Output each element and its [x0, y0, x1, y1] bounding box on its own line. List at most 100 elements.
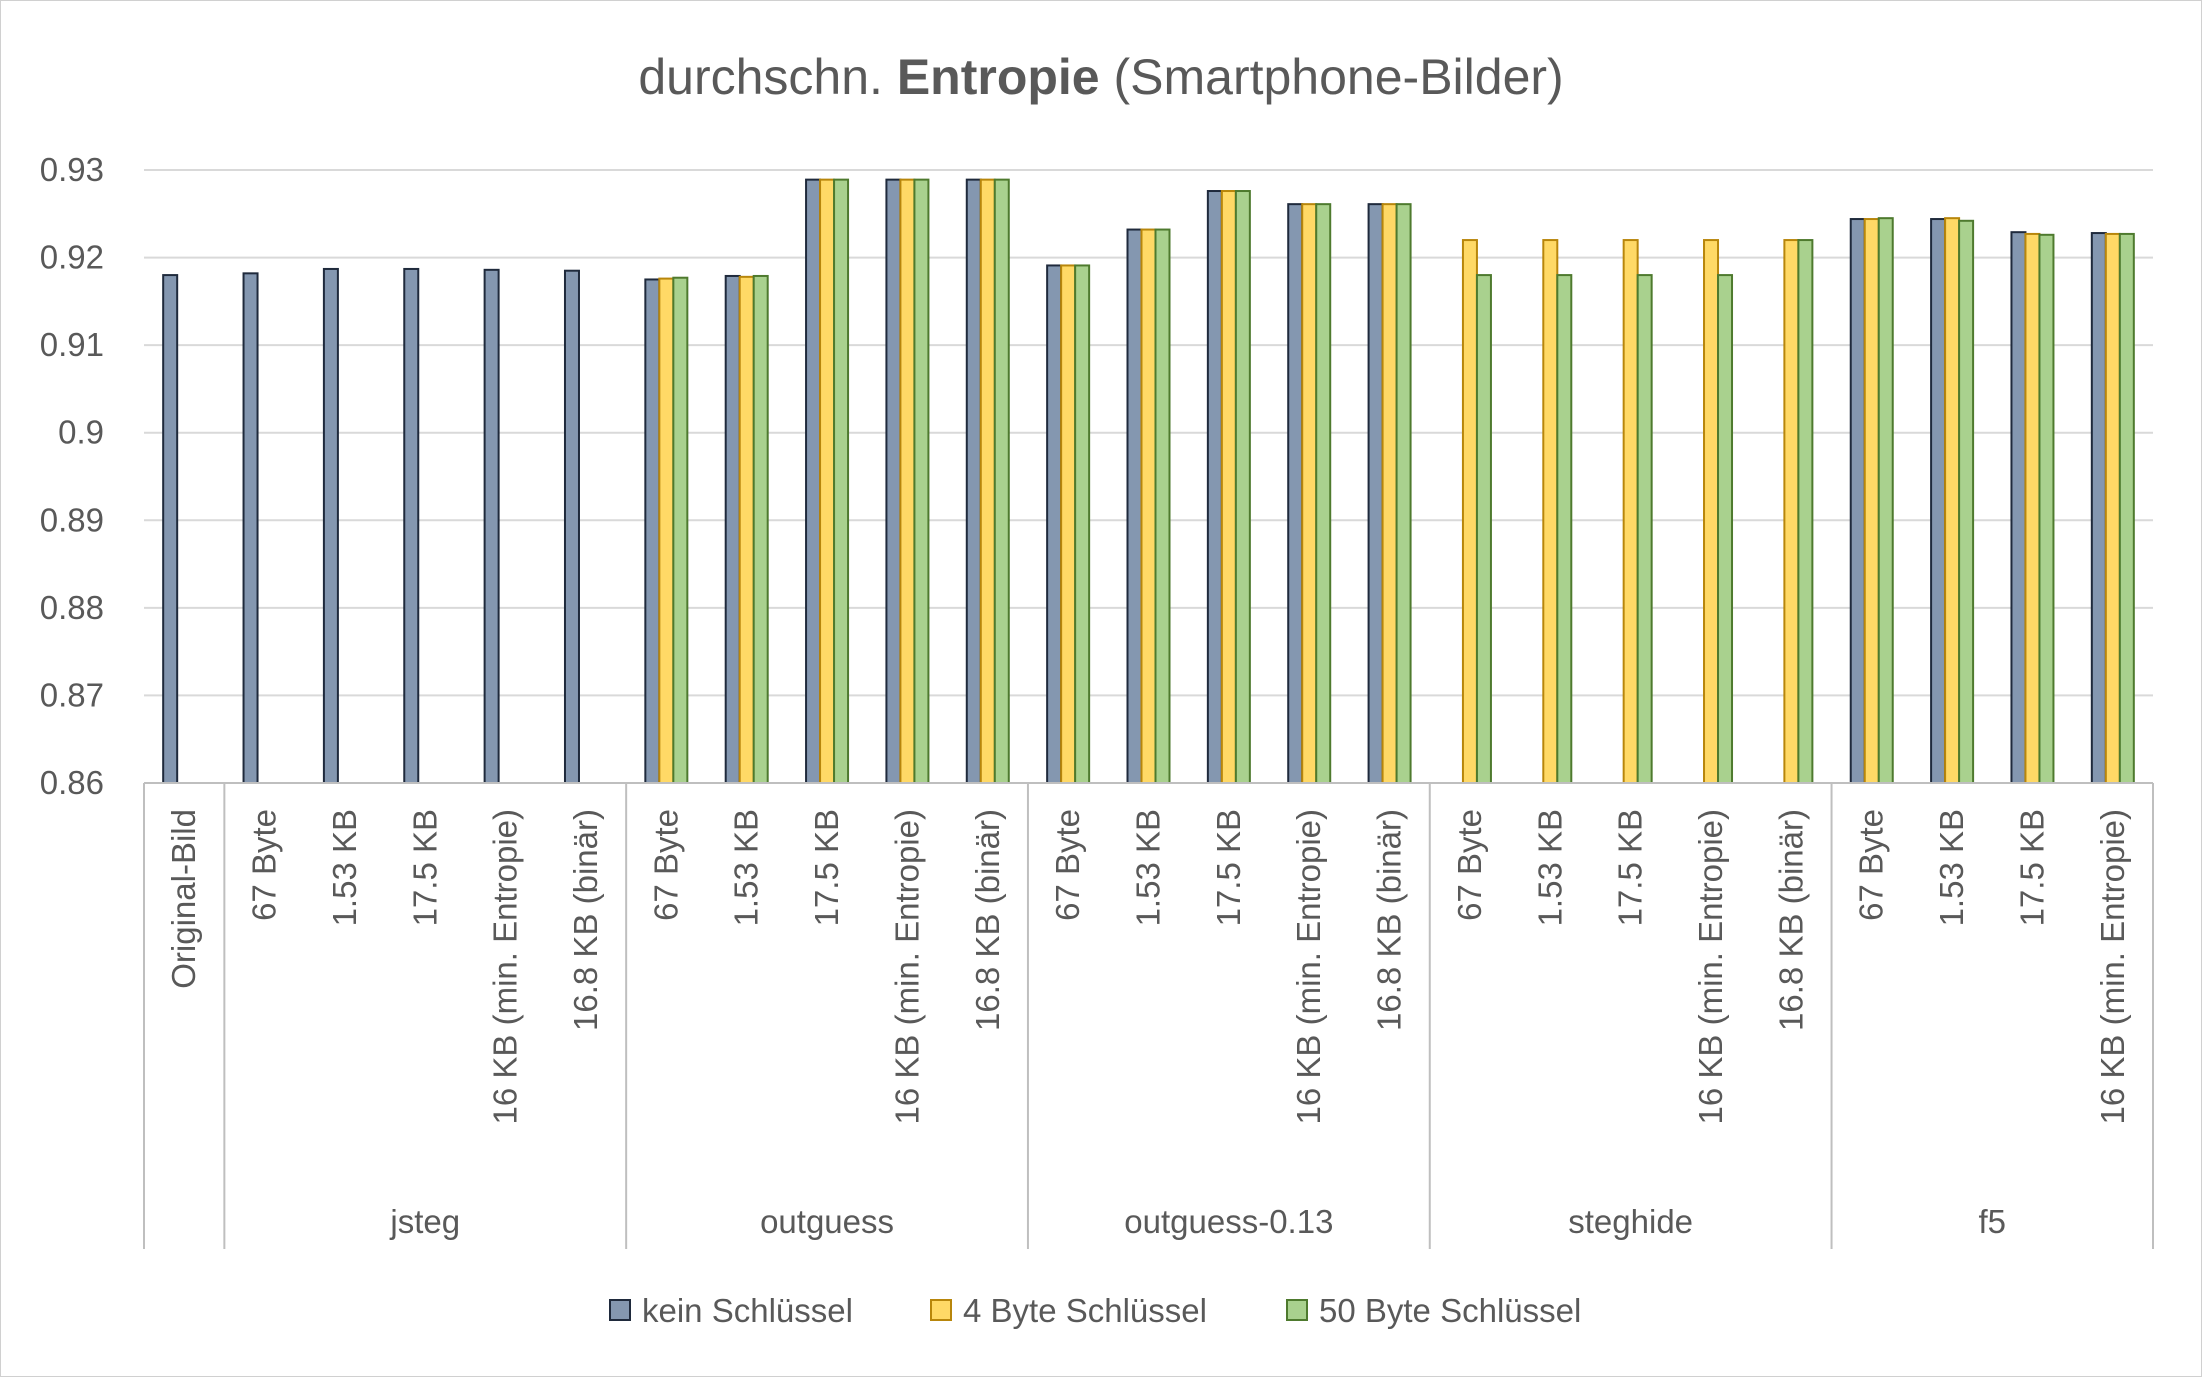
bar-jsteg-16-kb-min-entropie-kein-schl-ssel: [483, 268, 500, 784]
bar-steghide-16-8-kb-bin-r-4-byte-schl-ssel: [1783, 239, 1800, 785]
bar-f5-67-byte-4-byte-schl-ssel: [1863, 218, 1880, 785]
bar-f5-1-53-kb-50-byte-schl-ssel: [1958, 219, 1975, 784]
group-label-jsteg: jsteg: [389, 1203, 460, 1240]
bar-steghide-16-kb-min-entropie-4-byte-schl-ssel: [1703, 239, 1720, 785]
bar-outguess-67-byte-kein-schl-ssel: [644, 278, 661, 784]
bar-f5-17-5-kb-50-byte-schl-ssel: [2038, 233, 2055, 784]
category-label: 16 KB (min. Entropie): [2094, 809, 2131, 1124]
y-axis-ticks: 0.86 0.87 0.88 0.89 0.9 0.91 0.92 0.93: [40, 151, 104, 801]
bar-steghide-1-53-kb-50-byte-schl-ssel: [1556, 274, 1573, 784]
bar-outguess-0-13-1-53-kb-4-byte-schl-ssel: [1140, 228, 1157, 784]
category-label: 16 KB (min. Entropie): [1692, 809, 1729, 1124]
bar-jsteg-16-8-kb-bin-r-kein-schl-ssel: [563, 269, 580, 784]
category-label: 17.5 KB: [406, 809, 443, 926]
bar-outguess-16-kb-min-entropie-kein-schl-ssel: [885, 178, 902, 784]
bar-outguess-16-kb-min-entropie-4-byte-schl-ssel: [899, 178, 916, 784]
bar-steghide-16-8-kb-bin-r-50-byte-schl-ssel: [1797, 239, 1814, 785]
category-label: 16 KB (min. Entropie): [487, 809, 524, 1124]
category-label: 16.8 KB (binär): [567, 809, 604, 1031]
bar-steghide-17-5-kb-50-byte-schl-ssel: [1636, 274, 1653, 784]
bar-outguess-0-13-16-8-kb-bin-r-50-byte-schl-ssel: [1395, 203, 1412, 785]
bar-outguess-0-13-17-5-kb-4-byte-schl-ssel: [1220, 190, 1237, 784]
bar-steghide-67-byte-50-byte-schl-ssel: [1475, 274, 1492, 784]
chart-title-suffix: (Smartphone-Bilder): [1100, 49, 1564, 105]
bar-outguess-1-53-kb-4-byte-schl-ssel: [738, 275, 755, 784]
bar-outguess-0-13-16-8-kb-bin-r-4-byte-schl-ssel: [1381, 203, 1398, 785]
bar-outguess-0-13-16-kb-min-entropie-4-byte-schl-ssel: [1301, 203, 1318, 785]
category-label: 17.5 KB: [2013, 809, 2050, 926]
bar-outguess-0-13-67-byte-50-byte-schl-ssel: [1074, 264, 1091, 784]
group-label-f5: f5: [1979, 1203, 2007, 1240]
category-label: 67 Byte: [1853, 809, 1890, 921]
bar-outguess-67-byte-4-byte-schl-ssel: [658, 277, 675, 784]
bar-outguess-0-13-67-byte-kein-schl-ssel: [1046, 264, 1063, 784]
bar-steghide-67-byte-4-byte-schl-ssel: [1461, 239, 1478, 785]
group-label-steghide: steghide: [1568, 1203, 1693, 1240]
category-label: 16.8 KB (binär): [1371, 809, 1408, 1031]
bar-steghide-17-5-kb-4-byte-schl-ssel: [1622, 239, 1639, 785]
bar-steghide-1-53-kb-4-byte-schl-ssel: [1542, 239, 1559, 785]
bar-f5-17-5-kb-4-byte-schl-ssel: [2024, 232, 2041, 785]
bar-outguess-0-13-16-kb-min-entropie-50-byte-schl-ssel: [1315, 203, 1332, 785]
chart-title-prefix: durchschn.: [638, 49, 896, 105]
bar-f5-1-53-kb-4-byte-schl-ssel: [1944, 217, 1961, 784]
category-label: 16.8 KB (binär): [1772, 809, 1809, 1031]
chart-title-bold: Entropie: [897, 49, 1100, 105]
legend-label-50-byte-schl-ssel: 50 Byte Schlüssel: [1319, 1292, 1581, 1329]
y-tick-label: 0.93: [40, 151, 104, 188]
category-label: 17.5 KB: [808, 809, 845, 926]
legend-label-4-byte-schl-ssel: 4 Byte Schlüssel: [963, 1292, 1207, 1329]
category-label: 17.5 KB: [1612, 809, 1649, 926]
legend-label-kein-schl-ssel: kein Schlüssel: [642, 1292, 853, 1329]
group-labels: jsteg outguess outguess-0.13 steghide f5: [389, 1203, 2006, 1240]
bar-outguess-17-5-kb-kein-schl-ssel: [805, 178, 822, 784]
bar-outguess-16-8-kb-bin-r-50-byte-schl-ssel: [993, 178, 1010, 784]
category-label: 67 Byte: [1451, 809, 1488, 921]
y-tick-label: 0.89: [40, 501, 104, 538]
legend-swatch-4-byte-schl-ssel: [930, 1299, 952, 1321]
category-label: 1.53 KB: [1933, 809, 1970, 926]
bar-steghide-16-kb-min-entropie-50-byte-schl-ssel: [1717, 274, 1734, 784]
bar-outguess-0-13-16-8-kb-bin-r-kein-schl-ssel: [1367, 203, 1384, 785]
bar-jsteg-1-53-kb-kein-schl-ssel: [322, 267, 339, 785]
bar-outguess-0-13-17-5-kb-kein-schl-ssel: [1206, 190, 1223, 784]
legend-swatch-50-byte-schl-ssel: [1286, 1299, 1308, 1321]
category-label: 16.8 KB (binär): [969, 809, 1006, 1031]
bar-f5-1-53-kb-kein-schl-ssel: [1930, 218, 1947, 785]
bar-outguess-16-8-kb-bin-r-4-byte-schl-ssel: [979, 178, 996, 784]
bar-outguess-17-5-kb-50-byte-schl-ssel: [833, 178, 850, 784]
category-label: 67 Byte: [1049, 809, 1086, 921]
bar-f5-16-kb-min-entropie-50-byte-schl-ssel: [2118, 232, 2135, 785]
category-label: 1.53 KB: [326, 809, 363, 926]
bar-outguess-67-byte-50-byte-schl-ssel: [672, 276, 689, 784]
chart-title: durchschn. Entropie (Smartphone-Bilder): [638, 49, 1563, 105]
y-tick-label: 0.86: [40, 764, 104, 801]
bar-outguess-1-53-kb-kein-schl-ssel: [724, 274, 741, 784]
category-label: Original-Bild: [165, 809, 202, 989]
category-label: 67 Byte: [647, 809, 684, 921]
bar-outguess-0-13-1-53-kb-50-byte-schl-ssel: [1154, 228, 1171, 784]
category-label: 16 KB (min. Entropie): [1290, 809, 1327, 1124]
bar-original-original-bild-kein-schl-ssel: [162, 274, 179, 784]
y-tick-label: 0.87: [40, 676, 104, 713]
bars: [162, 178, 2135, 785]
bar-f5-67-byte-kein-schl-ssel: [1849, 218, 1866, 785]
category-label: 1.53 KB: [728, 809, 765, 926]
bar-f5-16-kb-min-entropie-kein-schl-ssel: [2090, 232, 2107, 784]
bar-outguess-0-13-1-53-kb-kein-schl-ssel: [1126, 228, 1143, 784]
group-label-outguess: outguess: [760, 1203, 894, 1240]
bar-outguess-0-13-67-byte-4-byte-schl-ssel: [1060, 264, 1077, 784]
bar-jsteg-17-5-kb-kein-schl-ssel: [403, 267, 420, 785]
y-tick-label: 0.9: [58, 414, 104, 451]
bar-f5-16-kb-min-entropie-4-byte-schl-ssel: [2104, 232, 2121, 785]
bar-outguess-0-13-17-5-kb-50-byte-schl-ssel: [1234, 190, 1251, 784]
bar-outguess-16-8-kb-bin-r-kein-schl-ssel: [965, 178, 982, 784]
y-tick-label: 0.88: [40, 589, 104, 626]
y-tick-label: 0.91: [40, 326, 104, 363]
legend: kein Schlüssel 4 Byte Schlüssel 50 Byte Sc…: [609, 1292, 1581, 1329]
y-tick-label: 0.92: [40, 239, 104, 276]
category-labels: Original-Bild 67 Byte 1.53 KB 17.5 KB 16 KB …: [165, 809, 2131, 1124]
x-axis: [143, 782, 2154, 1249]
